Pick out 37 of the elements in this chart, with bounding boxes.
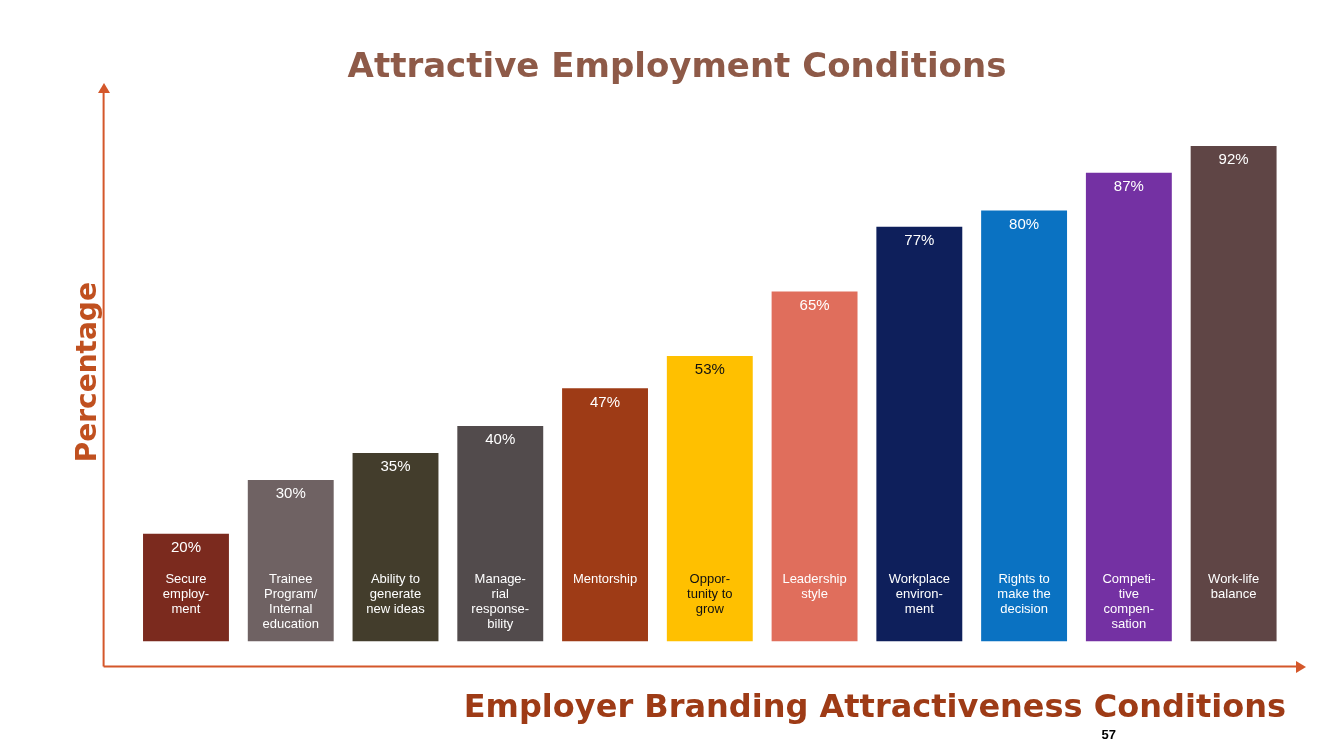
bar — [562, 388, 648, 642]
data-label: 35% — [380, 457, 411, 475]
text: 57 — [1101, 727, 1116, 742]
data-label: 53% — [694, 360, 725, 378]
data-label: 80% — [1009, 214, 1040, 232]
bar — [143, 533, 229, 642]
data-label: 92% — [1218, 150, 1249, 168]
x-tick-label: Manage- rial response- bility — [471, 571, 530, 632]
data-label: 87% — [1113, 176, 1144, 194]
x-tick-label: Trainee Program/ Internal education — [262, 571, 319, 632]
x-tick-label: Work-life balance — [1208, 571, 1260, 602]
y-axis-title: Percentage — [70, 282, 104, 463]
bar — [352, 453, 439, 642]
bar — [876, 226, 963, 642]
bar — [457, 426, 544, 642]
data-label: 40% — [485, 430, 516, 448]
x-tick-label: Secure employ- ment — [162, 571, 210, 617]
bar — [247, 479, 334, 642]
data-label: 47% — [590, 392, 621, 410]
x-tick-label: Rights to make the decision — [997, 571, 1051, 617]
x-tick-label: Competi- tive compen- sation — [1102, 571, 1156, 632]
x-axis-title: Employer Branding Attractiveness Conditions — [463, 687, 1286, 726]
data-label: 20% — [170, 537, 201, 555]
chart-title: Attractive Employment Conditions — [347, 45, 1007, 86]
x-tick-label: Leadership style — [782, 571, 847, 602]
bar — [1190, 145, 1277, 642]
bar — [666, 356, 753, 642]
bar — [1085, 172, 1172, 642]
x-tick-label: Oppor- tunity to grow — [687, 571, 733, 617]
data-label: 30% — [275, 484, 306, 502]
x-tick-label: Ability to generate new ideas — [366, 571, 426, 617]
bar — [771, 291, 858, 642]
data-label: 77% — [904, 230, 935, 248]
bar — [981, 210, 1068, 642]
data-label: 65% — [799, 295, 830, 313]
x-tick-label: Workplace environ- ment — [888, 571, 950, 617]
x-tick-label: Mentorship — [572, 571, 638, 587]
